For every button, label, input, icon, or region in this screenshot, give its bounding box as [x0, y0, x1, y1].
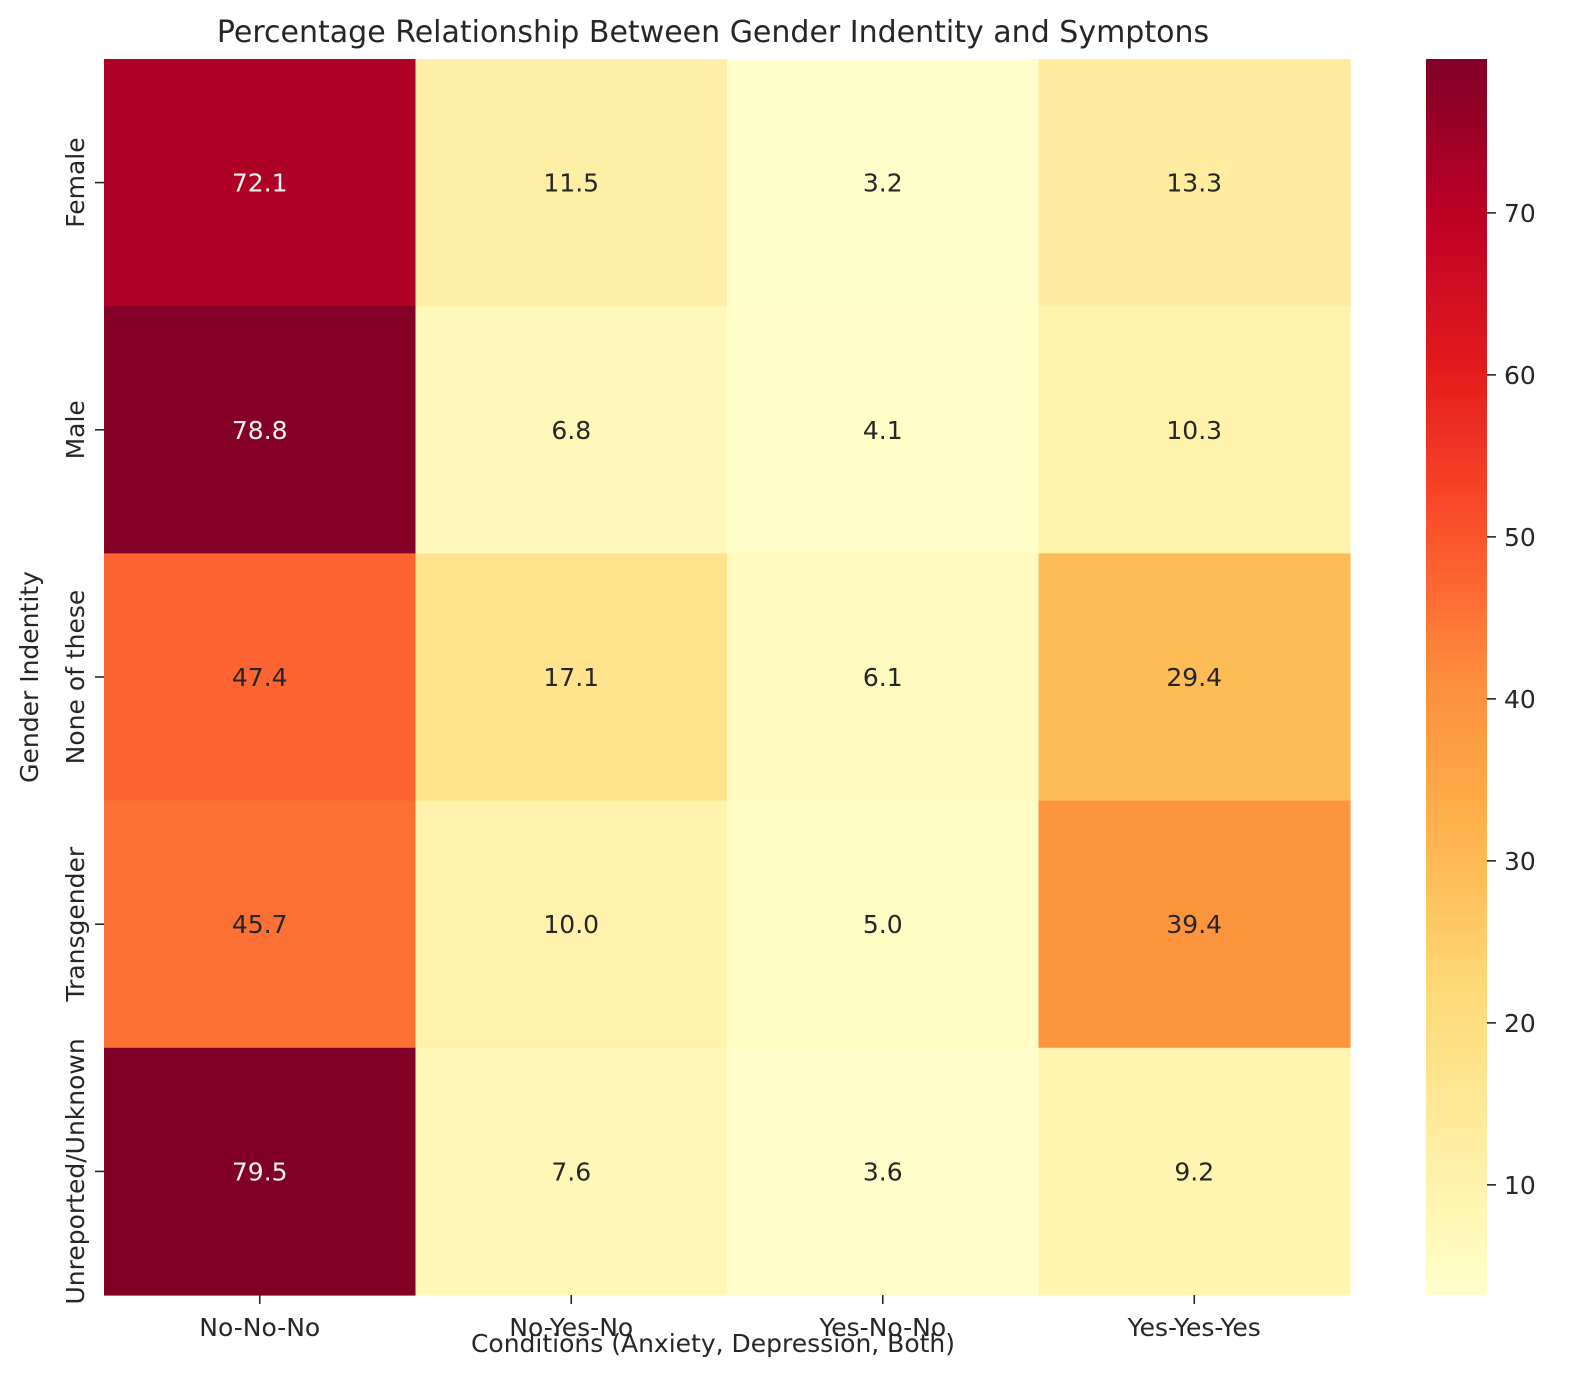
colorbar-tick-label: 30: [1504, 847, 1536, 876]
colorbar-gradient: [1426, 59, 1487, 1295]
heatmap-cell-unreported-unknown-no-no-no: [104, 1047, 417, 1296]
cell-value-label: 79.5: [232, 1157, 288, 1186]
heatmap-cell-none-of-these-no-yes-no: [415, 553, 728, 802]
y-tick-label: Male: [61, 400, 90, 459]
colorbar-tick-label: 20: [1504, 1009, 1536, 1038]
cell-value-label: 29.4: [1166, 663, 1222, 692]
colorbar-tick-label: 40: [1504, 685, 1536, 714]
colorbar: [1426, 59, 1487, 1295]
cell-value-label: 10.0: [543, 910, 599, 939]
cell-value-label: 6.1: [863, 663, 903, 692]
cell-value-label: 78.8: [232, 416, 288, 445]
x-tick-label: No-Yes-No: [509, 1313, 633, 1342]
colorbar-tick-label: 60: [1504, 361, 1536, 390]
x-tick-label: Yes-No-No: [818, 1313, 946, 1342]
colorbar-tick-label: 70: [1504, 199, 1536, 228]
heatmap-cell-transgender-no-no-no: [104, 800, 417, 1049]
cell-value-label: 4.1: [863, 416, 903, 445]
cell-value-label: 5.0: [863, 910, 903, 939]
y-tick-label: Female: [61, 137, 90, 227]
cell-value-label: 72.1: [232, 169, 288, 198]
heatmap-cell-transgender-yes-no-no: [727, 800, 1040, 1049]
cell-value-label: 17.1: [543, 663, 599, 692]
cell-value-label: 13.3: [1166, 169, 1222, 198]
cell-value-label: 47.4: [232, 663, 288, 692]
heatmap-cell-female-yes-no-no: [727, 59, 1040, 307]
heatmap-cell-labels: 72.1 11.5 3.2 13.3 78.8 6.8 4.1 10.3 47.4 17.1 6.1…: [232, 169, 1222, 1187]
heatmap-cell-none-of-these-no-no-no: [104, 553, 417, 802]
x-tick-label: No-No-No: [199, 1313, 320, 1342]
y-axis: Female Male None of these Transgender Unrepo…: [61, 137, 104, 1305]
x-axis-label: Conditions (Anxiety, Depression, Both): [471, 1329, 955, 1358]
heatmap-cell-female-yes-yes-yes: [1038, 59, 1351, 307]
y-tick-label: Transgender: [61, 846, 90, 1002]
heatmap-cell-male-no-no-no: [104, 306, 417, 554]
heatmap-cell-transgender-yes-yes-yes: [1038, 800, 1351, 1049]
cell-value-label: 11.5: [543, 169, 599, 198]
heatmap-cell-none-of-these-yes-no-no: [727, 553, 1040, 802]
heatmap-cell-male-yes-yes-yes: [1038, 306, 1351, 554]
heatmap-cell-female-no-yes-no: [415, 59, 728, 307]
x-tick-label: Yes-Yes-Yes: [1127, 1313, 1261, 1342]
cell-value-label: 45.7: [232, 910, 288, 939]
cell-value-label: 9.2: [1174, 1157, 1214, 1186]
cell-value-label: 3.6: [863, 1157, 903, 1186]
colorbar-ticks: 10 20 30 40 50 60 70: [1487, 199, 1536, 1200]
heatmap-cell-unreported-unknown-yes-no-no: [727, 1047, 1040, 1296]
heatmap-cell-unreported-unknown-yes-yes-yes: [1038, 1047, 1351, 1296]
x-axis: No-No-No No-Yes-No Yes-No-No Yes-Yes-Yes: [199, 1295, 1261, 1342]
cell-value-label: 3.2: [863, 169, 903, 198]
colorbar-tick-label: 50: [1504, 523, 1536, 552]
chart-title: Percentage Relationship Between Gender I…: [217, 15, 1209, 50]
heatmap-cell-female-no-no-no: [104, 59, 417, 307]
cell-value-label: 6.8: [551, 416, 591, 445]
heatmap-cell-none-of-these-yes-yes-yes: [1038, 553, 1351, 802]
heatmap-cell-transgender-no-yes-no: [415, 800, 728, 1049]
y-tick-label: Unreported/Unknown: [61, 1038, 90, 1304]
cell-value-label: 7.6: [551, 1157, 591, 1186]
heatmap-cells: [104, 59, 1351, 1296]
y-tick-label: None of these: [61, 590, 90, 765]
cell-value-label: 39.4: [1166, 910, 1222, 939]
heatmap-cell-male-no-yes-no: [415, 306, 728, 554]
y-axis-label: Gender Indentity: [15, 571, 44, 783]
colorbar-tick-label: 10: [1504, 1171, 1536, 1200]
heatmap-cell-male-yes-no-no: [727, 306, 1040, 554]
cell-value-label: 10.3: [1166, 416, 1222, 445]
heatmap-cell-unreported-unknown-no-yes-no: [415, 1047, 728, 1296]
